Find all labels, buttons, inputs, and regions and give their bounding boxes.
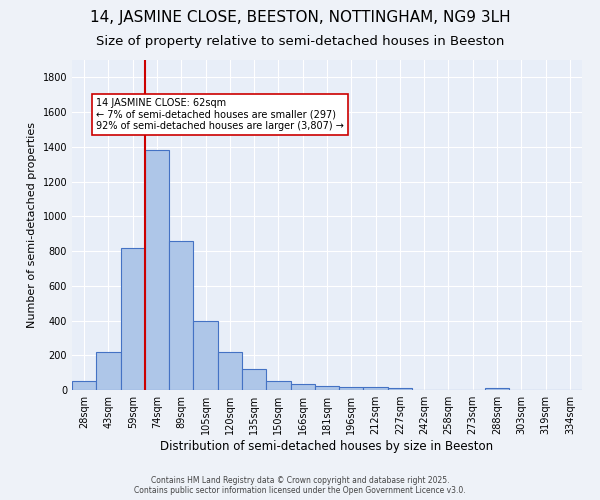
Bar [121,248,145,390]
Bar [218,352,242,390]
Bar [485,388,509,390]
Text: 14, JASMINE CLOSE, BEESTON, NOTTINGHAM, NG9 3LH: 14, JASMINE CLOSE, BEESTON, NOTTINGHAM, … [89,10,511,25]
Y-axis label: Number of semi-detached properties: Number of semi-detached properties [27,122,37,328]
Bar [339,386,364,390]
Bar [96,352,121,390]
Bar [266,382,290,390]
Bar [388,388,412,390]
Bar [242,369,266,390]
Text: Size of property relative to semi-detached houses in Beeston: Size of property relative to semi-detach… [96,35,504,48]
Bar [364,388,388,390]
Bar [193,322,218,390]
Text: Contains HM Land Registry data © Crown copyright and database right 2025.
Contai: Contains HM Land Registry data © Crown c… [134,476,466,495]
Bar [290,384,315,390]
Bar [72,382,96,390]
Bar [145,150,169,390]
X-axis label: Distribution of semi-detached houses by size in Beeston: Distribution of semi-detached houses by … [160,440,494,453]
Bar [169,240,193,390]
Text: 14 JASMINE CLOSE: 62sqm
← 7% of semi-detached houses are smaller (297)
92% of se: 14 JASMINE CLOSE: 62sqm ← 7% of semi-det… [96,98,344,132]
Bar [315,386,339,390]
